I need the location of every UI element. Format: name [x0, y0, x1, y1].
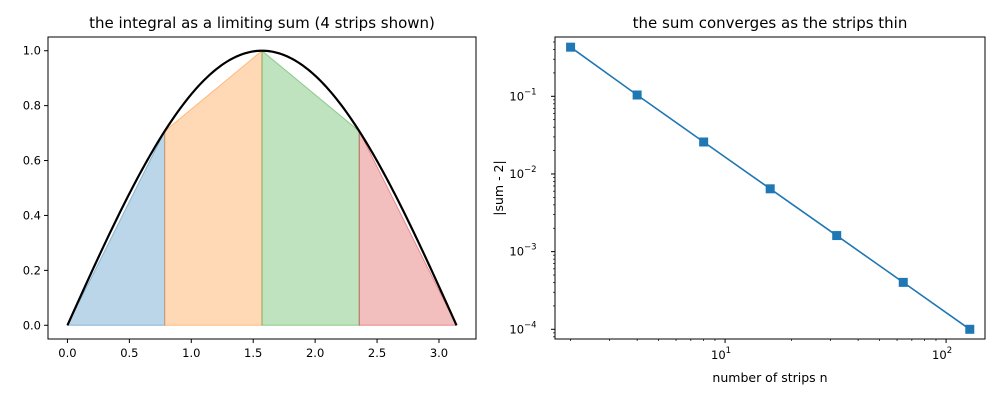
left-plot-area: [66, 49, 458, 326]
left-x-tick-label: 3.0: [430, 346, 448, 360]
left-chart: the integral as a limiting sum (4 strips…: [23, 14, 477, 360]
left-x-ticks: 0.0 0.5 1.0 1.5 2.0 2.5 3.0: [58, 339, 448, 360]
left-y-tick-label: 0.6: [23, 154, 41, 168]
strip-4: [358, 130, 458, 326]
left-y-tick-label: 0.2: [23, 263, 41, 277]
left-x-tick-label: 2.5: [368, 346, 386, 360]
left-y-tick-label: 0.8: [23, 99, 41, 113]
left-x-tick-label: 1.5: [244, 346, 262, 360]
right-y-tick-label: 10−4: [509, 320, 536, 336]
convergence-point: [765, 184, 775, 194]
right-y-ticks: 10−1 10−2 10−3 10−4: [509, 41, 555, 338]
right-y-axis-label: |sum - 2|: [491, 160, 506, 215]
left-axes-frame: [47, 36, 477, 340]
convergence-point: [566, 42, 576, 52]
left-y-tick-label: 0.4: [23, 208, 41, 222]
left-chart-title: the integral as a limiting sum (4 strips…: [89, 14, 435, 32]
right-axes-frame: [554, 36, 986, 340]
right-plot-area: [566, 42, 975, 334]
right-y-tick-label: 10−1: [509, 87, 536, 103]
right-chart-title: the sum converges as the strips thin: [633, 14, 908, 32]
convergence-point: [898, 277, 908, 287]
right-x-tick-label: 101: [711, 346, 731, 362]
right-x-ticks: 101 102: [570, 339, 952, 362]
right-x-tick-label: 102: [932, 346, 952, 362]
strip-1: [66, 130, 166, 326]
left-x-tick-label: 0.0: [58, 346, 76, 360]
left-y-tick-label: 1.0: [23, 44, 41, 58]
left-y-tick-label: 0.0: [23, 318, 41, 332]
left-x-tick-label: 0.5: [120, 346, 138, 360]
convergence-point: [832, 231, 842, 241]
left-x-tick-label: 1.0: [182, 346, 200, 360]
right-x-axis-label: number of strips n: [712, 370, 827, 385]
left-y-ticks: 0.0 0.2 0.4 0.6 0.8 1.0: [23, 44, 48, 332]
convergence-point: [632, 90, 642, 100]
convergence-point: [699, 137, 709, 147]
right-chart: the sum converges as the strips thin 101…: [491, 14, 986, 385]
left-x-tick-label: 2.0: [306, 346, 324, 360]
right-y-tick-label: 10−2: [509, 165, 536, 181]
right-y-tick-label: 10−3: [509, 243, 536, 259]
sine-curve: [66, 49, 458, 326]
convergence-point: [965, 324, 975, 334]
